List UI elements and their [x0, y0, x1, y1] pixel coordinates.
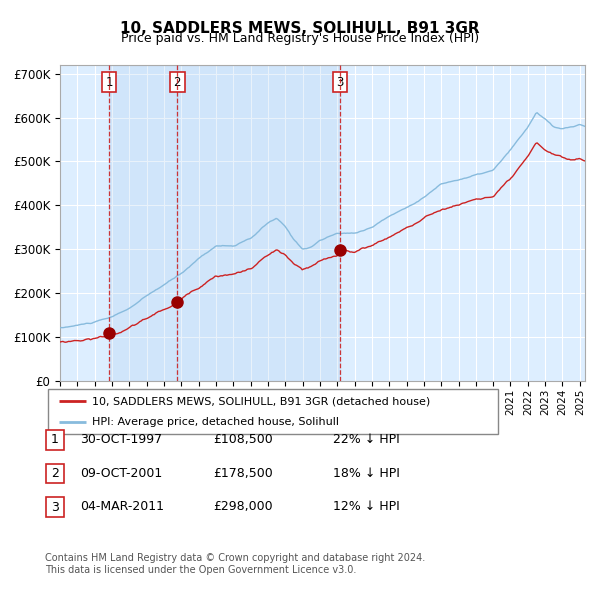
Text: 09-OCT-2001: 09-OCT-2001: [80, 467, 162, 480]
Text: 1: 1: [51, 433, 59, 447]
FancyBboxPatch shape: [46, 464, 64, 483]
Text: HPI: Average price, detached house, Solihull: HPI: Average price, detached house, Soli…: [92, 417, 339, 427]
Text: 04-MAR-2011: 04-MAR-2011: [80, 500, 164, 513]
Text: £108,500: £108,500: [213, 433, 273, 446]
Bar: [178, 65, 340, 381]
Text: 10, SADDLERS MEWS, SOLIHULL, B91 3GR (detached house): 10, SADDLERS MEWS, SOLIHULL, B91 3GR (de…: [92, 396, 430, 407]
Text: 2: 2: [51, 467, 59, 480]
Text: 3: 3: [51, 500, 59, 514]
Text: 3: 3: [337, 76, 344, 88]
Text: 12% ↓ HPI: 12% ↓ HPI: [333, 500, 400, 513]
Text: 1: 1: [105, 76, 113, 88]
Text: Price paid vs. HM Land Registry's House Price Index (HPI): Price paid vs. HM Land Registry's House …: [121, 32, 479, 45]
Bar: [109, 65, 178, 381]
FancyBboxPatch shape: [46, 497, 64, 517]
Text: 30-OCT-1997: 30-OCT-1997: [80, 433, 162, 446]
FancyBboxPatch shape: [46, 430, 64, 450]
FancyBboxPatch shape: [48, 389, 498, 434]
Text: 10, SADDLERS MEWS, SOLIHULL, B91 3GR: 10, SADDLERS MEWS, SOLIHULL, B91 3GR: [120, 21, 480, 35]
Text: 22% ↓ HPI: 22% ↓ HPI: [333, 433, 400, 446]
Text: 18% ↓ HPI: 18% ↓ HPI: [333, 467, 400, 480]
Text: £298,000: £298,000: [213, 500, 272, 513]
Text: £178,500: £178,500: [213, 467, 273, 480]
Text: Contains HM Land Registry data © Crown copyright and database right 2024.
This d: Contains HM Land Registry data © Crown c…: [45, 553, 425, 575]
Text: 2: 2: [173, 76, 181, 88]
